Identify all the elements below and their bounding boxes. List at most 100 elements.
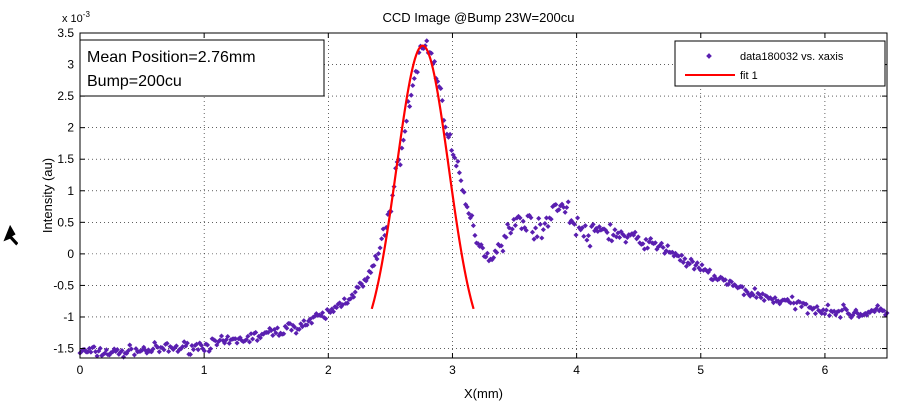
data-point	[665, 243, 671, 249]
legend-entry-fit: fit 1	[740, 70, 758, 82]
data-point	[156, 349, 162, 355]
data-point	[245, 333, 251, 339]
data-point	[273, 330, 279, 336]
data-point	[682, 256, 688, 262]
data-point	[472, 232, 478, 238]
data-point	[505, 221, 511, 227]
data-point	[402, 128, 408, 134]
axes-box	[79, 32, 888, 359]
data-point	[456, 170, 462, 176]
fit-layer	[370, 44, 475, 310]
data-point	[257, 335, 263, 341]
data-point	[341, 296, 347, 302]
data-point	[374, 256, 380, 262]
data-point	[537, 221, 543, 227]
data-point	[225, 333, 231, 340]
data-point	[371, 262, 377, 269]
fit-curve	[370, 44, 475, 310]
data-point	[379, 236, 385, 242]
data-point	[788, 300, 794, 306]
data-point	[531, 236, 537, 242]
data-point	[617, 234, 623, 241]
y-axis-exponent-base: x 10	[62, 13, 83, 25]
annotation-box: Mean Position=2.76mm Bump=200cu	[79, 39, 325, 97]
data-point	[187, 351, 193, 357]
data-point	[677, 257, 683, 263]
data-point	[826, 312, 833, 319]
data-point	[758, 295, 764, 301]
data-point	[470, 223, 476, 229]
data-point	[166, 348, 172, 355]
data-point	[812, 311, 819, 317]
y-tick-label: 2.5	[57, 89, 74, 103]
data-point	[652, 240, 658, 246]
data-point	[292, 324, 298, 330]
data-point	[582, 223, 588, 229]
data-point	[320, 310, 326, 316]
data-point	[694, 260, 700, 266]
x-tick-label: 3	[449, 363, 456, 377]
legend[interactable]: data180032 vs. xaxis fit 1	[674, 40, 886, 87]
data-point	[208, 346, 214, 352]
data-point	[741, 292, 747, 298]
data-point	[753, 294, 759, 301]
data-point	[825, 302, 831, 308]
data-point	[803, 301, 809, 307]
y-axis-exponent-power: -3	[83, 10, 91, 19]
y-tick-label: 1.5	[57, 152, 74, 166]
data-point	[399, 145, 405, 151]
y-tick-label: 0	[67, 247, 74, 261]
data-point	[161, 347, 167, 353]
data-point	[466, 210, 472, 217]
x-tick-label: 1	[201, 363, 208, 377]
data-point	[484, 250, 490, 256]
data-point	[234, 340, 240, 346]
data-point	[540, 227, 546, 233]
y-tick-label: 1	[67, 184, 74, 198]
data-point	[607, 221, 613, 227]
data-point	[274, 325, 281, 331]
x-axis-label: X(mm)	[464, 386, 503, 401]
data-point	[288, 327, 295, 333]
data-point	[528, 215, 534, 221]
data-point	[508, 230, 514, 236]
data-point	[368, 270, 374, 276]
y-tick-label: -1	[63, 310, 74, 324]
data-point	[761, 297, 767, 303]
data-point	[523, 227, 529, 233]
data-point	[512, 222, 518, 228]
x-tick-label: 0	[77, 363, 84, 377]
data-point	[632, 229, 638, 235]
data-point	[226, 340, 232, 346]
data-point	[752, 286, 758, 292]
data-point	[352, 289, 358, 295]
data-point	[494, 249, 500, 256]
data-point	[609, 238, 615, 244]
data-point	[375, 251, 382, 257]
y-tick-label: -1.5	[53, 342, 74, 356]
data-point	[517, 215, 523, 221]
data-point	[820, 307, 826, 313]
data-point	[587, 243, 593, 249]
data-point	[284, 325, 290, 331]
data-point	[623, 239, 629, 245]
data-point	[464, 204, 470, 210]
data-point	[407, 103, 413, 110]
data-point	[410, 82, 416, 89]
annotation-mean-position: Mean Position=2.76mm	[87, 49, 256, 66]
data-point	[150, 346, 156, 352]
data-point	[571, 221, 578, 227]
data-point	[469, 212, 475, 219]
data-point	[565, 199, 571, 205]
data-point	[553, 202, 559, 208]
data-point	[548, 216, 554, 222]
data-point	[750, 292, 756, 298]
data-point	[184, 340, 190, 346]
data-point	[131, 352, 137, 358]
data-point	[643, 236, 649, 242]
data-point	[562, 209, 568, 215]
data-point	[728, 279, 735, 285]
data-point	[270, 332, 276, 338]
data-point	[265, 329, 271, 335]
